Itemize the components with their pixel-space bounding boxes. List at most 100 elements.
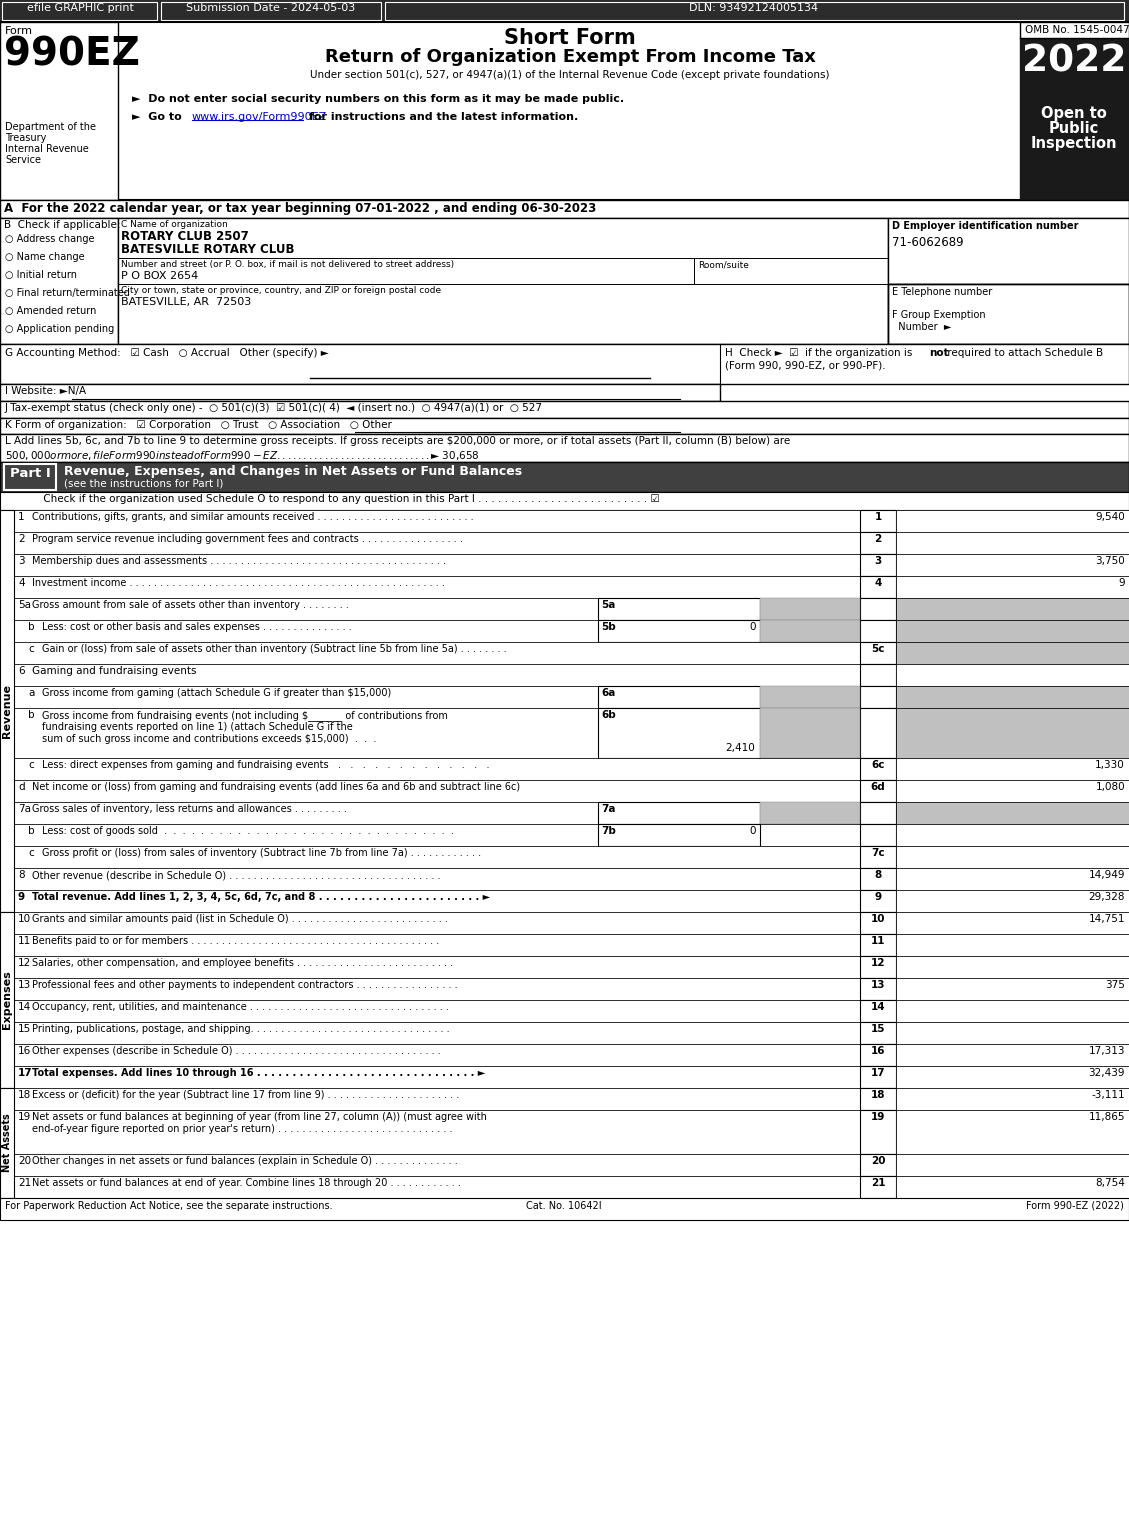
Bar <box>14 598 860 621</box>
Text: 9: 9 <box>1119 578 1124 589</box>
Bar <box>598 621 760 642</box>
Text: 12: 12 <box>18 958 32 968</box>
Bar <box>14 891 860 912</box>
Text: not: not <box>929 348 948 358</box>
Bar <box>860 554 896 576</box>
Text: Check if the organization used Schedule O to respond to any question in this Par: Check if the organization used Schedule … <box>14 494 659 503</box>
Bar <box>896 912 1129 933</box>
Bar <box>14 824 860 846</box>
Text: Professional fees and other payments to independent contractors . . . . . . . . : Professional fees and other payments to … <box>32 981 457 990</box>
Text: 71-6062689: 71-6062689 <box>892 236 964 249</box>
Text: ○ Name change: ○ Name change <box>5 252 85 262</box>
Text: $500,000 or more, file Form 990 instead of Form 990-EZ . . . . . . . . . . . . .: $500,000 or more, file Form 990 instead … <box>5 448 480 462</box>
Bar <box>860 1022 896 1045</box>
Text: 3: 3 <box>18 557 25 566</box>
Text: Form: Form <box>5 26 33 37</box>
Bar <box>860 1176 896 1199</box>
Text: 29,328: 29,328 <box>1088 892 1124 901</box>
Text: 6b: 6b <box>601 711 615 720</box>
Text: 2: 2 <box>18 534 25 544</box>
Text: BATESVILLE ROTARY CLUB: BATESVILLE ROTARY CLUB <box>121 242 295 256</box>
Bar <box>896 1045 1129 1066</box>
Bar <box>14 686 860 708</box>
Text: 1,080: 1,080 <box>1095 782 1124 791</box>
Text: Form 990-EZ (2022): Form 990-EZ (2022) <box>1026 1202 1124 1211</box>
Text: For Paperwork Reduction Act Notice, see the separate instructions.: For Paperwork Reduction Act Notice, see … <box>5 1202 333 1211</box>
Bar <box>1019 84 1129 200</box>
Text: ○ Final return/terminated: ○ Final return/terminated <box>5 288 130 297</box>
Bar <box>0 21 1129 200</box>
Text: 7a: 7a <box>601 804 615 814</box>
Bar <box>860 663 896 686</box>
Text: 8: 8 <box>18 869 25 880</box>
Text: 9,540: 9,540 <box>1095 512 1124 522</box>
Text: I Website: ►N/A: I Website: ►N/A <box>5 386 86 396</box>
Text: 17: 17 <box>18 1068 33 1078</box>
Bar <box>0 200 1129 218</box>
Text: J Tax-exempt status (check only one) -  ○ 501(c)(3)  ☑ 501(c)( 4)  ◄ (insert no.: J Tax-exempt status (check only one) - ○… <box>5 403 543 413</box>
Text: G Accounting Method:   ☑ Cash   ○ Accrual   Other (specify) ►: G Accounting Method: ☑ Cash ○ Accrual Ot… <box>5 348 329 358</box>
Bar <box>889 284 1129 345</box>
Bar <box>896 956 1129 978</box>
Bar <box>860 978 896 1000</box>
Text: sum of such gross income and contributions exceeds $15,000)  .  .  .: sum of such gross income and contributio… <box>42 734 376 744</box>
Bar <box>860 758 896 779</box>
Text: Internal Revenue: Internal Revenue <box>5 143 89 154</box>
Text: D Employer identification number: D Employer identification number <box>892 221 1078 230</box>
Bar <box>14 621 860 642</box>
Text: 9: 9 <box>18 892 25 901</box>
Bar <box>860 509 896 532</box>
Bar <box>598 686 760 708</box>
Bar <box>889 218 1129 284</box>
Bar <box>896 1000 1129 1022</box>
Text: 8: 8 <box>874 869 882 880</box>
Bar <box>14 758 860 779</box>
Text: BATESVILLE, AR  72503: BATESVILLE, AR 72503 <box>121 297 252 307</box>
Bar <box>860 933 896 956</box>
Text: Occupancy, rent, utilities, and maintenance . . . . . . . . . . . . . . . . . . : Occupancy, rent, utilities, and maintena… <box>32 1002 449 1013</box>
Text: Gross amount from sale of assets other than inventory . . . . . . . .: Gross amount from sale of assets other t… <box>32 599 349 610</box>
Bar <box>896 621 1129 642</box>
Text: 11: 11 <box>870 936 885 946</box>
Text: 5a: 5a <box>601 599 615 610</box>
Text: b: b <box>28 711 35 720</box>
Bar <box>860 598 896 621</box>
Bar <box>860 779 896 802</box>
Text: Expenses: Expenses <box>2 970 12 1029</box>
Bar <box>860 1154 896 1176</box>
Text: 19: 19 <box>870 1112 885 1122</box>
Text: Revenue, Expenses, and Changes in Net Assets or Fund Balances: Revenue, Expenses, and Changes in Net As… <box>64 465 526 477</box>
Bar <box>860 912 896 933</box>
Text: 4: 4 <box>874 578 882 589</box>
Text: Net assets or fund balances at end of year. Combine lines 18 through 20 . . . . : Net assets or fund balances at end of ye… <box>32 1177 461 1188</box>
Text: Public: Public <box>1049 120 1100 136</box>
Bar <box>896 824 1129 846</box>
Bar <box>760 708 860 758</box>
Bar <box>760 802 860 824</box>
Text: 3,750: 3,750 <box>1095 557 1124 566</box>
Text: Under section 501(c), 527, or 4947(a)(1) of the Internal Revenue Code (except pr: Under section 501(c), 527, or 4947(a)(1)… <box>310 70 830 79</box>
Text: Benefits paid to or for members . . . . . . . . . . . . . . . . . . . . . . . . : Benefits paid to or for members . . . . … <box>32 936 439 946</box>
Text: Contributions, gifts, grants, and similar amounts received . . . . . . . . . . .: Contributions, gifts, grants, and simila… <box>32 512 474 522</box>
Bar <box>0 0 1129 21</box>
Bar <box>896 891 1129 912</box>
Text: 1,330: 1,330 <box>1095 759 1124 770</box>
Bar <box>896 1022 1129 1045</box>
Text: 32,439: 32,439 <box>1088 1068 1124 1078</box>
Text: Number and street (or P. O. box, if mail is not delivered to street address): Number and street (or P. O. box, if mail… <box>121 259 454 268</box>
Text: Gross income from gaming (attach Schedule G if greater than $15,000): Gross income from gaming (attach Schedul… <box>42 688 392 698</box>
Text: 19: 19 <box>18 1112 32 1122</box>
Bar <box>860 1045 896 1066</box>
Bar <box>860 802 896 824</box>
Bar <box>14 956 860 978</box>
Text: 1: 1 <box>18 512 25 522</box>
Text: 5b: 5b <box>601 622 615 631</box>
Text: 21: 21 <box>18 1177 32 1188</box>
Text: 11: 11 <box>18 936 32 946</box>
Bar <box>0 493 1129 509</box>
Bar <box>14 509 860 532</box>
Text: 16: 16 <box>870 1046 885 1055</box>
Bar <box>860 1000 896 1022</box>
Bar <box>896 779 1129 802</box>
Text: 2022: 2022 <box>1022 44 1127 79</box>
